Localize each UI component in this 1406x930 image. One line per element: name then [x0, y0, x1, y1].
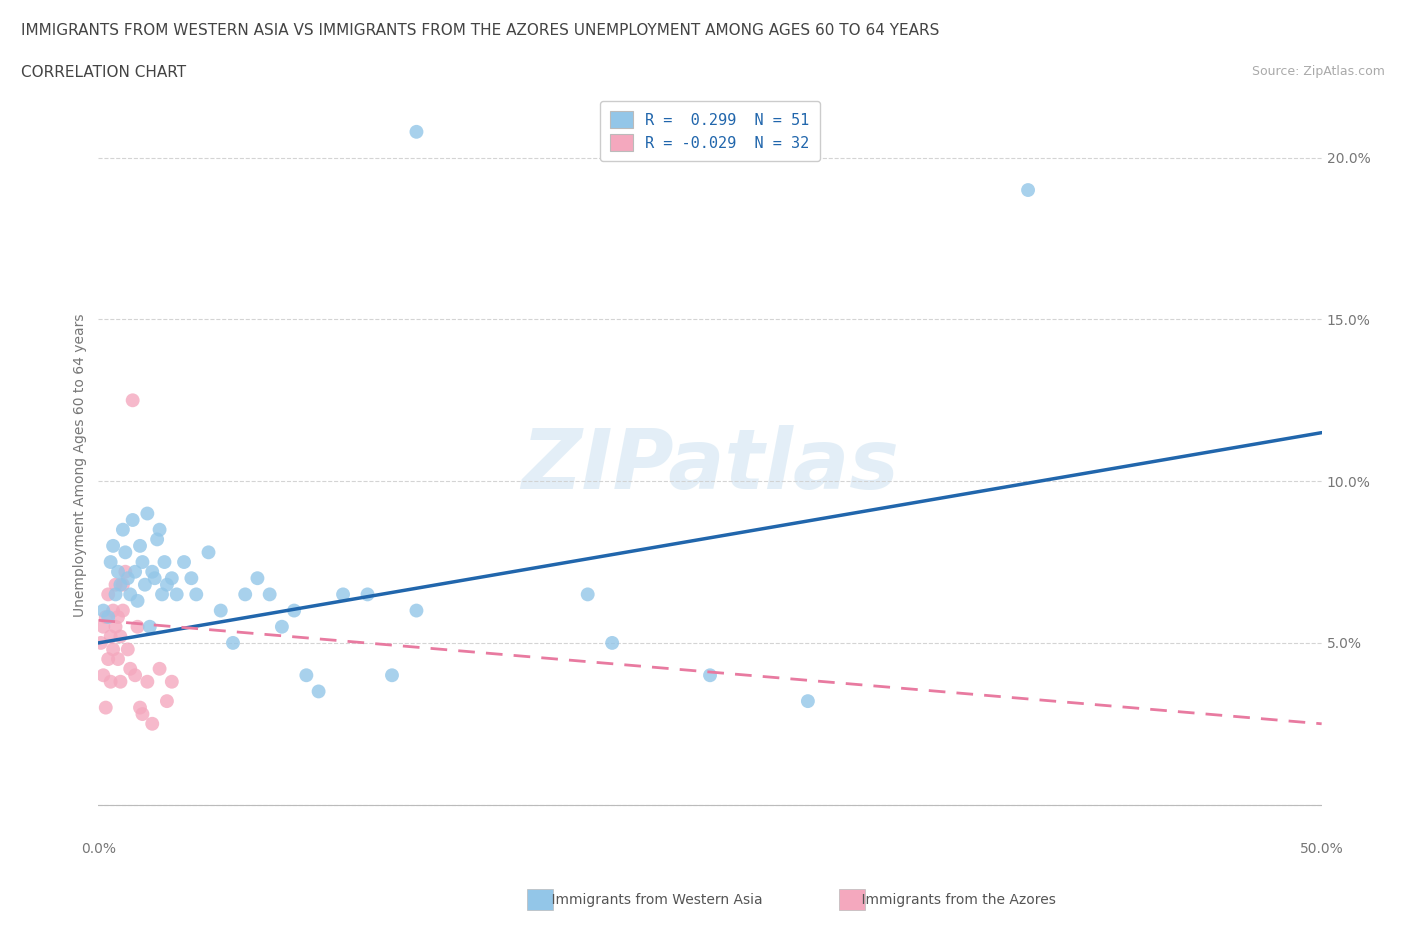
Point — [120, 661, 142, 676]
Point — [136, 506, 159, 521]
Point — [270, 619, 294, 634]
Point — [107, 565, 129, 579]
Point — [110, 578, 132, 592]
Point — [110, 674, 132, 689]
Point — [101, 642, 124, 657]
Point — [129, 700, 152, 715]
Point — [150, 587, 173, 602]
Y-axis label: Unemployment Among Ages 60 to 64 years: Unemployment Among Ages 60 to 64 years — [73, 313, 87, 617]
Point — [405, 604, 427, 618]
Point — [233, 587, 256, 602]
Point — [153, 554, 176, 569]
Point — [94, 700, 117, 715]
Text: ZIPatlas: ZIPatlas — [522, 424, 898, 506]
Point — [111, 523, 134, 538]
Point — [146, 532, 169, 547]
Point — [117, 571, 139, 586]
Point — [160, 674, 183, 689]
Point — [156, 694, 179, 709]
Point — [576, 587, 599, 602]
Point — [101, 538, 124, 553]
Point — [91, 619, 114, 634]
Point — [97, 609, 120, 624]
Point — [117, 642, 139, 657]
Point — [124, 565, 146, 579]
Point — [100, 629, 122, 644]
Text: IMMIGRANTS FROM WESTERN ASIA VS IMMIGRANTS FROM THE AZORES UNEMPLOYMENT AMONG AG: IMMIGRANTS FROM WESTERN ASIA VS IMMIGRAN… — [21, 23, 939, 38]
Point — [90, 635, 112, 650]
Point — [124, 668, 146, 683]
Point — [246, 571, 269, 586]
Point — [259, 587, 281, 602]
Point — [104, 578, 127, 592]
Point — [141, 716, 163, 731]
Point — [127, 593, 149, 608]
Point — [114, 545, 136, 560]
Point — [131, 554, 153, 569]
Text: Immigrants from the Azores: Immigrants from the Azores — [844, 893, 1056, 907]
Point — [121, 392, 143, 407]
Point — [110, 629, 132, 644]
Point — [797, 694, 820, 709]
Point — [381, 668, 404, 683]
Point — [180, 571, 202, 586]
Point — [139, 619, 162, 634]
Point — [332, 587, 354, 602]
Point — [129, 538, 152, 553]
Point — [149, 661, 172, 676]
Point — [111, 578, 134, 592]
Point — [405, 125, 427, 140]
Point — [166, 587, 188, 602]
Point — [111, 604, 134, 618]
Point — [100, 674, 122, 689]
Point — [1017, 182, 1039, 197]
Point — [356, 587, 378, 602]
Text: CORRELATION CHART: CORRELATION CHART — [21, 65, 186, 80]
Point — [91, 604, 114, 618]
Legend: R =  0.299  N = 51, R = -0.029  N = 32: R = 0.299 N = 51, R = -0.029 N = 32 — [599, 100, 821, 162]
Point — [131, 707, 153, 722]
Point — [156, 578, 179, 592]
Point — [197, 545, 219, 560]
FancyBboxPatch shape — [527, 889, 553, 910]
Point — [136, 674, 159, 689]
Point — [114, 565, 136, 579]
Point — [283, 604, 305, 618]
Point — [107, 652, 129, 667]
Point — [107, 609, 129, 624]
Point — [222, 635, 245, 650]
Point — [101, 604, 124, 618]
Point — [120, 587, 142, 602]
Point — [127, 619, 149, 634]
Point — [600, 635, 623, 650]
FancyBboxPatch shape — [839, 889, 865, 910]
Point — [94, 609, 117, 624]
Point — [97, 587, 120, 602]
Point — [121, 512, 143, 527]
Point — [143, 571, 166, 586]
Point — [160, 571, 183, 586]
Point — [186, 587, 208, 602]
Point — [295, 668, 318, 683]
Text: Immigrants from Western Asia: Immigrants from Western Asia — [534, 893, 763, 907]
Point — [141, 565, 163, 579]
Point — [699, 668, 721, 683]
Point — [173, 554, 195, 569]
Text: Source: ZipAtlas.com: Source: ZipAtlas.com — [1251, 65, 1385, 78]
Point — [104, 587, 127, 602]
Point — [91, 668, 114, 683]
Point — [97, 652, 120, 667]
Point — [134, 578, 156, 592]
Point — [100, 554, 122, 569]
Point — [149, 523, 172, 538]
Point — [209, 604, 232, 618]
Point — [104, 619, 127, 634]
Point — [308, 684, 330, 698]
